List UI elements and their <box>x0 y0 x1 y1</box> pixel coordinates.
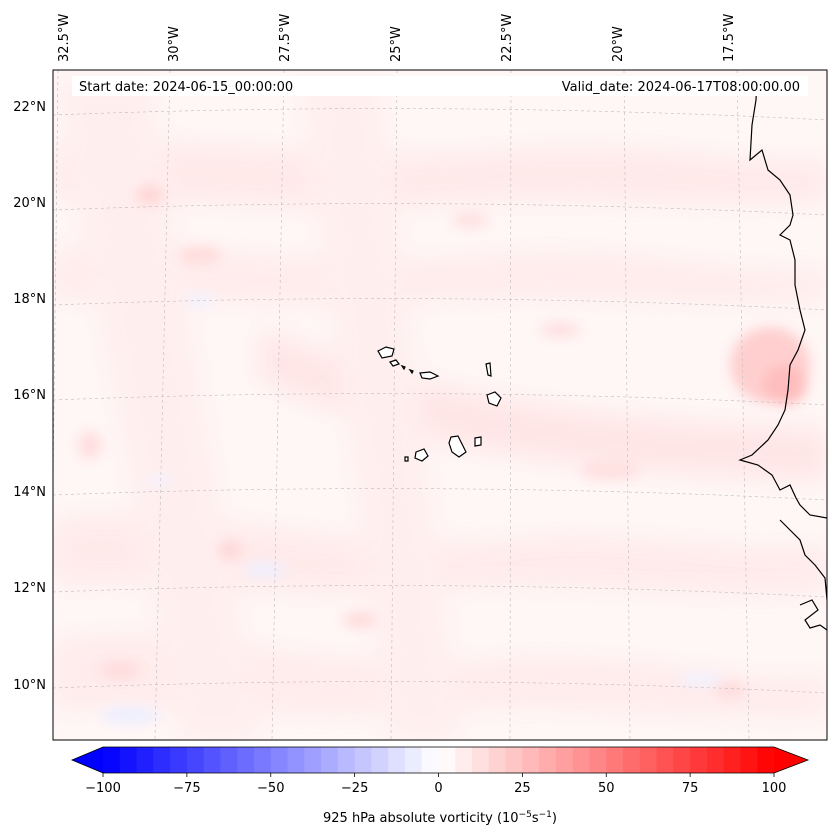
colorbar-extend-max <box>774 747 808 773</box>
valid-date-label: Valid_date: 2024-06-17T08:00:00.00 <box>562 80 800 95</box>
colorbar-cell <box>119 747 138 773</box>
colorbar-cell <box>354 747 373 773</box>
lon-label: 32.5°W <box>57 14 72 62</box>
colorbar-cell <box>421 747 440 773</box>
colorbar-tick-label: 25 <box>514 781 531 796</box>
colorbar-cell <box>539 747 557 773</box>
colorbar-cell <box>103 747 121 773</box>
colorbar-cell <box>203 747 222 773</box>
colorbar-cell <box>321 747 339 773</box>
lat-label: 22°N <box>13 100 46 115</box>
colorbar-cell <box>186 747 205 773</box>
map-frame <box>52 69 828 741</box>
lon-label: 17.5°W <box>722 14 737 62</box>
date-bar <box>72 76 808 96</box>
colorbar-cell <box>472 747 490 773</box>
colorbar-cell <box>237 747 255 773</box>
colorbar-cell <box>153 747 171 773</box>
colorbar-cells <box>103 747 775 773</box>
colorbar-cell <box>304 747 322 773</box>
cape-verde-islands <box>377 346 502 462</box>
lat-label: 20°N <box>13 196 46 211</box>
coastline <box>738 77 827 631</box>
start-date-label: Start date: 2024-06-15_00:00:00 <box>79 80 293 95</box>
lon-label: 27.5°W <box>278 14 293 62</box>
colorbar-tick-label: −75 <box>173 781 200 796</box>
colorbar-cell <box>287 747 305 773</box>
colorbar-cell <box>404 747 423 773</box>
colorbar-cell <box>673 747 691 773</box>
graticule <box>53 70 827 740</box>
colorbar-cell <box>220 747 238 773</box>
colorbar-cell <box>656 747 674 773</box>
colorbar-cell <box>690 747 708 773</box>
colorbar-cell <box>606 747 624 773</box>
vorticity-field <box>53 80 827 740</box>
colorbar-cell <box>723 747 742 773</box>
colorbar-cell <box>388 747 406 773</box>
colorbar-cell <box>136 747 154 773</box>
lat-label: 14°N <box>13 485 46 500</box>
colorbar-cell <box>438 747 456 773</box>
colorbar-tick-label: 75 <box>682 781 699 796</box>
colorbar-cell <box>371 747 389 773</box>
colorbar-ticks: −100 −75 −50 −25 0 25 50 75 100 <box>85 773 786 796</box>
lon-label: 22.5°W <box>500 14 515 62</box>
lat-label: 16°N <box>13 388 46 403</box>
colorbar-cell <box>555 747 574 773</box>
colorbar-label: 925 hPa absolute vorticity (10−5s−1) <box>323 810 557 826</box>
colorbar-tick-label: −25 <box>341 781 368 796</box>
colorbar-extend-min <box>72 747 103 773</box>
colorbar-cell <box>522 747 540 773</box>
colorbar-cell <box>505 747 523 773</box>
colorbar-cell <box>253 747 272 773</box>
map-panel: Start date: 2024-06-15_00:00:00 Valid_da… <box>52 69 828 741</box>
colorbar-tick-label: 0 <box>434 781 442 796</box>
colorbar-cell <box>337 747 356 773</box>
colorbar-cell <box>170 747 188 773</box>
lon-label: 25°W <box>389 26 404 62</box>
colorbar-cell <box>455 747 473 773</box>
colorbar: −100 −75 −50 −25 0 25 50 75 100 925 hPa absolute… <box>70 746 810 826</box>
colorbar-cell <box>706 747 725 773</box>
colorbar-cell <box>757 747 775 773</box>
colorbar-tick-label: 50 <box>598 781 615 796</box>
colorbar-cell <box>488 747 507 773</box>
colorbar-cell <box>740 747 758 773</box>
colorbar-cell <box>589 747 607 773</box>
colorbar-cell <box>270 747 289 773</box>
colorbar-tick-label: −50 <box>257 781 284 796</box>
colorbar-cell <box>639 747 658 773</box>
lon-label: 30°W <box>167 26 182 62</box>
longitude-labels: 32.5°W 30°W 27.5°W 25°W 22.5°W 20°W 17.5… <box>57 14 737 62</box>
colorbar-cell <box>572 747 591 773</box>
lon-label: 20°W <box>611 26 626 62</box>
lat-label: 18°N <box>13 292 46 307</box>
colorbar-tick-label: −100 <box>85 781 121 796</box>
lat-label: 10°N <box>13 678 46 693</box>
latitude-labels: 22°N 20°N 18°N 16°N 14°N 12°N 10°N <box>13 100 46 693</box>
lat-label: 12°N <box>13 581 46 596</box>
colorbar-cell <box>623 747 641 773</box>
colorbar-tick-label: 100 <box>762 781 787 796</box>
